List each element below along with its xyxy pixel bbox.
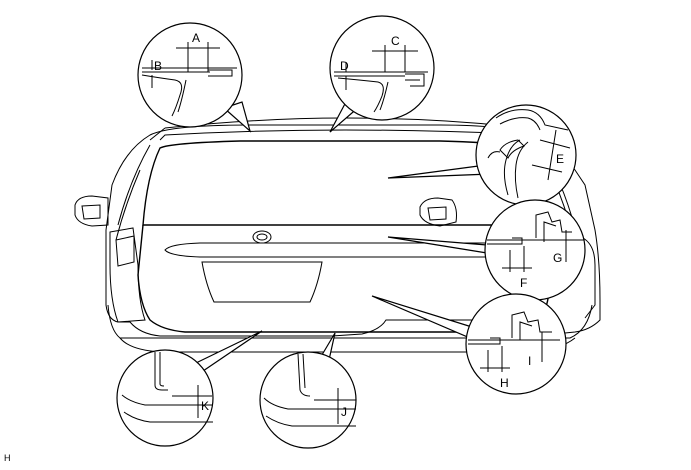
- detail-circle-ab: A B: [137, 22, 243, 128]
- label-j: J: [341, 405, 347, 419]
- label-f: F: [520, 276, 527, 290]
- hi-seal: [468, 337, 501, 345]
- j-door-panel: [297, 353, 311, 397]
- e-bracket: [487, 151, 501, 159]
- detail-circle-k: K: [116, 349, 214, 447]
- label-c: C: [391, 34, 400, 48]
- ab-door-inner: [177, 79, 187, 113]
- left-mirror-glass: [81, 204, 101, 220]
- left-tail-lamp: [115, 235, 135, 267]
- label-d: D: [340, 59, 349, 73]
- fg-body-flange: [535, 211, 572, 238]
- circle-fg: [484, 199, 586, 301]
- hi-body-inner: [519, 321, 533, 340]
- fg-seal: [487, 237, 523, 245]
- pointer-fg: [387, 236, 488, 254]
- j-bumper-bottom: [265, 415, 356, 427]
- right-mirror-glass: [427, 206, 447, 221]
- cd-seal: [405, 73, 425, 87]
- label-h: H: [500, 376, 509, 390]
- left-mirror: [74, 195, 109, 227]
- label-g: G: [553, 251, 562, 265]
- k-door-inner: [159, 352, 165, 387]
- detail-circle-e: E: [475, 104, 577, 206]
- e-ref-top: [539, 139, 571, 149]
- callout-pointers: [164, 99, 491, 391]
- e-seal: [499, 139, 525, 159]
- right-quarter-panel: [582, 237, 596, 319]
- e-door-inner: [514, 141, 529, 199]
- circle-k: [116, 349, 214, 447]
- cd-door-inner: [379, 81, 389, 111]
- detail-circle-fg: F G: [484, 199, 586, 301]
- roof-left-pillar: [149, 127, 166, 141]
- circle-hi: [465, 293, 567, 395]
- ab-door-edge: [141, 74, 183, 117]
- cd-door-edge: [337, 77, 384, 113]
- e-upper-panel: [495, 109, 569, 131]
- emblem: [252, 230, 272, 244]
- e-door-edge: [503, 139, 521, 196]
- k-bumper-top: [121, 394, 213, 406]
- k-door-panel: [154, 352, 168, 391]
- bumper-top: [107, 304, 593, 339]
- spoiler-outline: [159, 129, 521, 143]
- detail-circle-j: J: [259, 351, 357, 449]
- left-quarter-panel: [109, 227, 146, 323]
- pointer-e: [387, 164, 491, 179]
- detail-circle-cd: C D: [329, 15, 435, 121]
- label-k: K: [201, 399, 209, 413]
- right-mirror: [419, 197, 457, 227]
- j-bumper-top: [263, 397, 356, 410]
- hi-body-flange: [511, 311, 552, 338]
- label-a: A: [192, 31, 200, 45]
- circle-cd: [329, 15, 435, 121]
- detail-circle-hi: H I: [465, 293, 567, 395]
- circle-ab: [137, 22, 243, 128]
- figure-code: H: [4, 453, 11, 463]
- label-b: B: [154, 59, 162, 73]
- j-door-inner: [302, 353, 306, 389]
- left-d-pillar: [117, 144, 151, 226]
- ab-seal: [208, 69, 233, 77]
- e-upper-panel-inner: [499, 117, 541, 131]
- label-i: I: [528, 354, 531, 368]
- license-plate-recess: [201, 261, 323, 303]
- label-e: E: [556, 152, 564, 166]
- vehicle-rear-view: [74, 117, 601, 353]
- e-ref-bottom: [531, 164, 563, 173]
- k-bumper-bottom: [123, 411, 213, 423]
- e-dim-line: [547, 129, 557, 181]
- fg-body-inner: [543, 221, 557, 242]
- left-pillar-inner: [115, 169, 141, 241]
- emblem-inner: [256, 233, 268, 241]
